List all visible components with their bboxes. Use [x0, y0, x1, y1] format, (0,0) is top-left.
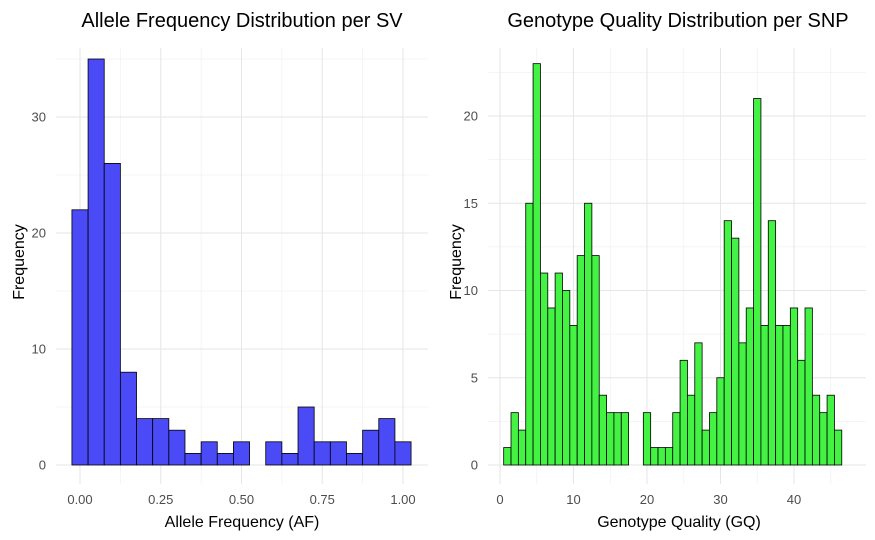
y-tick-label: 5: [471, 370, 478, 385]
x-tick-label: 0.25: [148, 492, 173, 507]
histogram-bar: [657, 447, 666, 466]
histogram-bar: [687, 394, 696, 466]
histogram-bar: [525, 202, 534, 466]
histogram-bar: [216, 452, 234, 466]
chart-panel-1: 0.00 0.25 0.50 0.75 1.00 0 10 20 30 Allele Freque…: [11, 10, 428, 531]
histogram-bar: [826, 394, 835, 466]
y-tick-label: 20: [464, 109, 478, 124]
histogram-bar: [329, 441, 347, 466]
histogram-bar: [606, 412, 615, 466]
y-tick-label: 15: [464, 196, 478, 211]
histogram-bar: [672, 412, 681, 466]
histogram-bar: [152, 418, 170, 466]
x-tick-label: 40: [787, 492, 801, 507]
histogram-bar: [834, 429, 843, 466]
histogram-bar: [797, 359, 806, 466]
y-axis-label: Frequency: [11, 224, 28, 300]
histogram-bar: [200, 441, 218, 466]
y-tick-label: 10: [464, 283, 478, 298]
y-tick-label: 0: [471, 458, 478, 473]
histogram-bar: [297, 406, 315, 466]
histogram-bar: [701, 429, 710, 466]
x-tick-label: 0: [496, 492, 503, 507]
x-tick-label: 0.50: [229, 492, 254, 507]
histogram-bar: [281, 452, 299, 466]
histogram-bar: [591, 255, 600, 466]
x-axis-label: Genotype Quality (GQ): [597, 514, 761, 531]
histogram-bar: [103, 162, 121, 466]
histogram-bar: [547, 307, 556, 466]
histogram-bar: [804, 307, 813, 466]
histogram-bar: [731, 237, 740, 466]
histogram-bar: [554, 272, 563, 466]
histogram-bar: [378, 418, 396, 466]
x-tick-label: 30: [713, 492, 727, 507]
histogram-bar: [811, 394, 821, 466]
histogram-bar: [562, 290, 571, 466]
histogram-bar: [745, 307, 754, 466]
histogram-bar: [664, 447, 674, 466]
y-tick-label: 20: [32, 226, 46, 241]
histogram-bar: [620, 412, 630, 466]
histogram-bar: [517, 429, 527, 466]
histogram-bar: [613, 412, 622, 466]
chart-title: Genotype Quality Distribution per SNP: [507, 10, 848, 32]
histogram-bar: [723, 220, 732, 466]
histogram-bar: [767, 220, 777, 466]
histogram-bar: [598, 394, 607, 466]
histogram-bar: [694, 342, 703, 466]
histogram-bar: [709, 412, 718, 466]
histogram-bar: [362, 429, 380, 466]
histogram-bar: [738, 342, 747, 466]
histogram-bar: [233, 441, 250, 466]
histogram-bar: [510, 412, 519, 466]
y-tick-label: 0: [39, 458, 46, 473]
x-axis-label: Allele Frequency (AF): [165, 514, 320, 531]
histogram-bar: [503, 447, 512, 466]
chart-panel-2: 0 10 20 30 40 0 5 10 15 20 Genotype Quality Distri…: [448, 10, 866, 531]
histogram-bar: [716, 377, 725, 466]
histogram-bar: [136, 418, 154, 466]
histogram-bar: [168, 429, 186, 466]
histogram-bar: [569, 324, 578, 466]
x-tick-label: 0.75: [310, 492, 335, 507]
x-tick-label: 1.00: [390, 492, 415, 507]
histogram-bar: [394, 441, 412, 466]
chart-title: Allele Frequency Distribution per SV: [81, 10, 403, 32]
x-tick-label: 20: [640, 492, 654, 507]
histogram-bar: [576, 255, 585, 466]
histogram-bar: [346, 452, 364, 466]
histogram-bar: [760, 324, 769, 466]
histogram-bar: [642, 412, 652, 466]
x-tick-label: 10: [566, 492, 580, 507]
histogram-bar: [532, 63, 541, 466]
histogram-bar: [753, 98, 762, 466]
histogram-bar: [265, 441, 283, 466]
y-tick-label: 30: [32, 110, 46, 125]
histogram-bar: [71, 209, 89, 466]
y-tick-label: 10: [32, 342, 46, 357]
histogram-bar: [819, 412, 828, 466]
x-tick-label: 0.00: [67, 492, 92, 507]
histogram-bar: [679, 359, 688, 466]
histogram-bar: [650, 447, 659, 466]
histogram-bar: [540, 272, 549, 466]
histogram-bar: [184, 452, 202, 466]
histogram-bar: [119, 371, 137, 466]
histogram-bar: [782, 324, 791, 466]
histogram-bar: [789, 307, 799, 466]
histogram-bar: [313, 441, 331, 466]
histogram-bar: [87, 58, 105, 466]
histogram-bar: [584, 202, 593, 466]
y-axis-label: Frequency: [448, 224, 465, 300]
histogram-bar: [775, 324, 784, 466]
